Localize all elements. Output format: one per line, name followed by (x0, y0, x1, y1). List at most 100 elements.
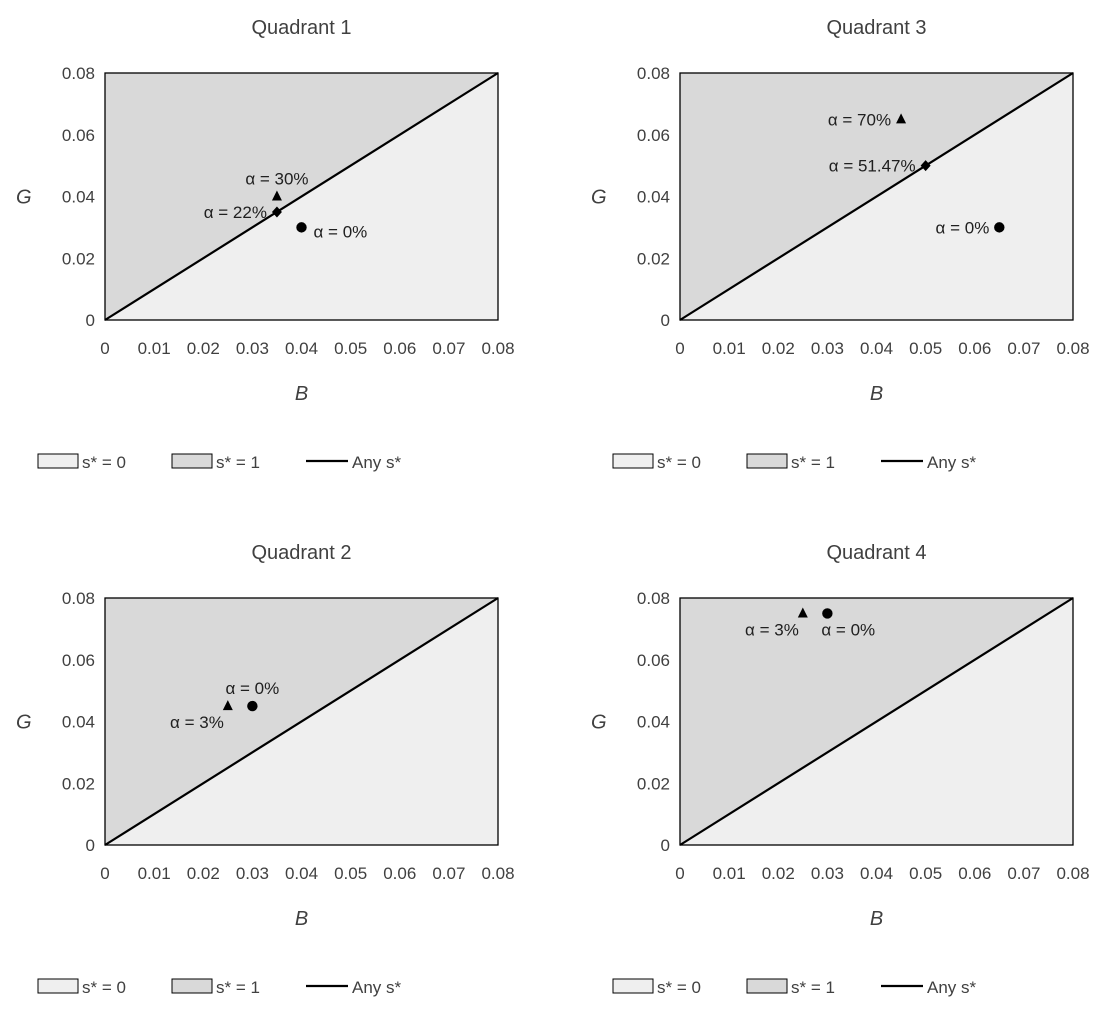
diagonal-line (679, 597, 1074, 846)
y-tick-label: 0 (661, 311, 670, 330)
y-tick-label: 0.06 (637, 651, 670, 670)
y-tick-label: 0 (86, 311, 95, 330)
x-tick-label: 0.08 (481, 864, 514, 883)
legend-swatch-s1 (171, 453, 213, 469)
chart-panel-quadrant-1: Quadrant 1 0 0.01 0.02 0.03 0.04 0.05 0.06 0.07 0… (0, 0, 550, 500)
x-tick-label: 0.04 (285, 339, 318, 358)
y-tick-label: 0.02 (637, 249, 670, 268)
legend-label-s0: s* = 0 (657, 453, 701, 472)
legend-swatch-s0 (612, 978, 654, 994)
x-axis-label: B (295, 383, 308, 405)
point-label: α = 0% (225, 679, 279, 698)
chart-svg: Quadrant 4 0 0.01 0.02 0.03 0.04 0.05 0.06 0.07 0… (591, 542, 1090, 997)
x-tick-label: 0.01 (138, 339, 171, 358)
point-marker-circle (994, 222, 1005, 233)
y-tick-label: 0.02 (637, 774, 670, 793)
diagonal-line (104, 72, 499, 321)
y-tick-label: 0.04 (637, 713, 670, 732)
legend-label-s0: s* = 0 (657, 978, 701, 997)
x-tick-label: 0.06 (383, 864, 416, 883)
legend: s* = 0 s* = 1 Any s* (37, 453, 402, 472)
point-label: α = 51.47% (829, 157, 916, 176)
x-tick-label: 0.01 (713, 339, 746, 358)
x-tick-label: 0.07 (432, 864, 465, 883)
y-axis-label: G (591, 187, 607, 209)
y-axis-label: G (16, 187, 32, 209)
x-tick-label: 0.07 (1007, 339, 1040, 358)
point-marker-triangle (271, 190, 282, 201)
legend-swatch-s0 (612, 453, 654, 469)
x-tick-label: 0.06 (958, 864, 991, 883)
point-marker-circle (822, 608, 833, 619)
point-label: α = 0% (821, 620, 875, 639)
point-label: α = 3% (170, 713, 224, 732)
y-tick-label: 0 (661, 836, 670, 855)
chart-panel-quadrant-2: Quadrant 2 0 0.01 0.02 0.03 0.04 0.05 0.06 0.07 0… (0, 525, 550, 1025)
x-axis-label: B (870, 383, 883, 405)
legend: s* = 0 s* = 1 Any s* (612, 453, 977, 472)
x-tick-label: 0.03 (236, 339, 269, 358)
point-marker-circle (296, 222, 307, 233)
legend: s* = 0 s* = 1 Any s* (612, 978, 977, 997)
chart-title: Quadrant 3 (826, 17, 926, 39)
y-tick-label: 0.06 (62, 651, 95, 670)
x-tick-label: 0 (675, 864, 684, 883)
point-label: α = 22% (204, 203, 267, 222)
y-tick-label: 0 (86, 836, 95, 855)
legend-label-s1: s* = 1 (216, 453, 260, 472)
x-tick-label: 0.05 (909, 864, 942, 883)
chart-title: Quadrant 1 (251, 17, 351, 39)
x-tick-label: 0.05 (334, 864, 367, 883)
legend: s* = 0 s* = 1 Any s* (37, 978, 402, 997)
x-tick-label: 0.05 (909, 339, 942, 358)
point-label: α = 30% (245, 170, 308, 189)
point-marker-circle (247, 700, 258, 712)
legend-label-line: Any s* (352, 453, 402, 472)
y-tick-label: 0.08 (637, 589, 670, 608)
point-label: α = 70% (828, 110, 891, 129)
point-label: α = 0% (936, 218, 990, 237)
chart-panel-quadrant-4: Quadrant 4 0 0.01 0.02 0.03 0.04 0.05 0.06 0.07 0… (575, 525, 1100, 1025)
x-tick-label: 0.02 (187, 339, 220, 358)
x-tick-label: 0.03 (811, 864, 844, 883)
x-tick-label: 0.06 (383, 339, 416, 358)
y-tick-label: 0.08 (637, 64, 670, 83)
x-tick-label: 0.02 (762, 864, 795, 883)
x-tick-label: 0.05 (334, 339, 367, 358)
y-tick-label: 0.04 (62, 713, 95, 732)
x-tick-label: 0.03 (811, 339, 844, 358)
legend-swatch-s0 (37, 978, 79, 994)
chart-svg: Quadrant 2 0 0.01 0.02 0.03 0.04 0.05 0.06 0.07 0… (16, 542, 515, 997)
x-tick-label: 0.01 (713, 864, 746, 883)
legend-label-s0: s* = 0 (82, 978, 126, 997)
x-tick-label: 0.08 (1056, 864, 1089, 883)
plot-border (104, 72, 499, 321)
chart-panel-quadrant-3: Quadrant 3 0 0.01 0.02 0.03 0.04 0.05 0.06 0.07 0… (575, 0, 1100, 500)
plot-border (679, 597, 1074, 846)
x-tick-label: 0.08 (481, 339, 514, 358)
x-axis-label: B (870, 908, 883, 930)
legend-swatch-s1 (171, 978, 213, 994)
legend-label-s1: s* = 1 (216, 978, 260, 997)
x-tick-label: 0.04 (285, 864, 318, 883)
y-axis-label: G (591, 712, 607, 734)
x-tick-label: 0.03 (236, 864, 269, 883)
legend-label-line: Any s* (927, 453, 977, 472)
legend-swatch-s1 (746, 453, 788, 469)
x-tick-label: 0.07 (1007, 864, 1040, 883)
legend-swatch-s0 (37, 453, 79, 469)
x-tick-label: 0.01 (138, 864, 171, 883)
chart-title: Quadrant 4 (826, 542, 926, 564)
legend-label-s0: s* = 0 (82, 453, 126, 472)
point-marker-triangle (896, 113, 907, 124)
plot-border (679, 72, 1074, 321)
x-tick-label: 0.02 (187, 864, 220, 883)
point-marker-diamond (920, 160, 931, 172)
legend-label-s1: s* = 1 (791, 978, 835, 997)
y-tick-label: 0.06 (637, 126, 670, 145)
y-tick-label: 0.08 (62, 64, 95, 83)
y-tick-label: 0.02 (62, 249, 95, 268)
plot-border (104, 597, 499, 846)
y-tick-label: 0.04 (62, 188, 95, 207)
chart-svg: Quadrant 3 0 0.01 0.02 0.03 0.04 0.05 0.06 0.07 0… (591, 17, 1090, 472)
